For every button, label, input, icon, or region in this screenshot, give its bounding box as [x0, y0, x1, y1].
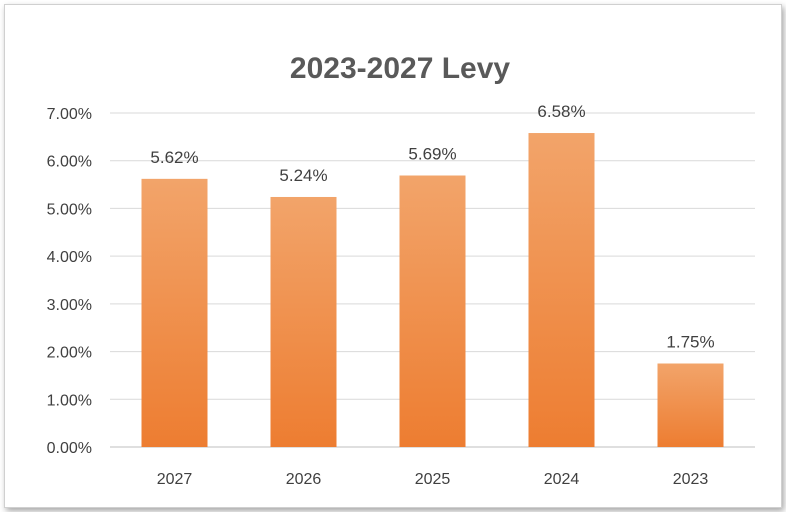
x-tick-label: 2026 — [286, 471, 322, 488]
y-tick-label: 0.00% — [47, 440, 92, 457]
y-tick-label: 2.00% — [47, 345, 92, 362]
bar — [657, 363, 724, 447]
data-label: 5.62% — [150, 148, 198, 167]
x-tick-label: 2025 — [415, 471, 451, 488]
data-label: 6.58% — [537, 102, 585, 121]
bar — [399, 175, 466, 447]
y-tick-label: 5.00% — [47, 201, 92, 218]
data-label: 5.24% — [279, 166, 327, 185]
y-tick-label: 6.00% — [47, 154, 92, 171]
data-labels: 5.62% 5.24% 5.69% 6.58% 1.75% — [150, 102, 714, 351]
data-label: 5.69% — [408, 145, 456, 164]
bars — [141, 133, 724, 448]
x-tick-label: 2027 — [157, 471, 193, 488]
chart-title: 2023-2027 Levy — [290, 52, 510, 85]
bar — [528, 133, 595, 448]
y-tick-label: 1.00% — [47, 392, 92, 409]
x-tick-label: 2024 — [544, 471, 580, 488]
bar — [141, 178, 208, 448]
x-axis-ticks: 2027 2026 2025 2024 2023 — [157, 471, 709, 488]
x-tick-label: 2023 — [673, 471, 709, 488]
y-axis-ticks: 0.00% 1.00% 2.00% 3.00% 4.00% 5.00% 6.00% 7.00% — [47, 106, 92, 457]
y-tick-label: 3.00% — [47, 297, 92, 314]
y-tick-label: 4.00% — [47, 249, 92, 266]
y-tick-label: 7.00% — [47, 106, 92, 123]
bar — [270, 196, 337, 447]
data-label: 1.75% — [666, 333, 714, 352]
